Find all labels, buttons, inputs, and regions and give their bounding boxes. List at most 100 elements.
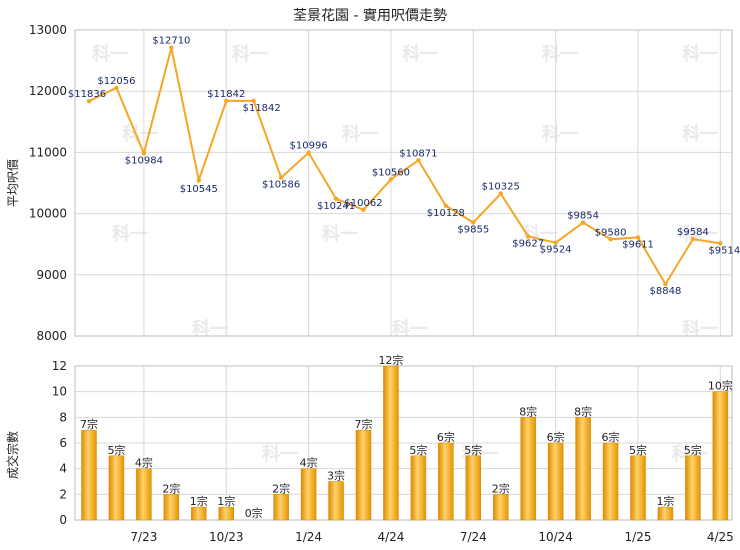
x-tick-label: 4/24 [377, 530, 404, 544]
price-tick-label: 10000 [29, 207, 67, 221]
price-axis-label: 平均呎價 [6, 159, 20, 207]
volume-grid: 0 2 4 6 8 10 12 7/23 10/23 1/24 4/24 7/24 10/24 1/25 4… [52, 359, 734, 544]
volume-data-label: 5宗 [684, 443, 702, 457]
x-tick-label: 10/23 [209, 530, 244, 544]
volume-bar [630, 455, 646, 521]
price-point [663, 281, 668, 287]
volume-data-label: 7宗 [80, 417, 98, 431]
volume-bar [191, 506, 207, 521]
volume-data-label: 5宗 [629, 443, 647, 457]
price-data-label: $10586 [262, 180, 300, 191]
volume-data-label: 6宗 [602, 430, 620, 444]
price-data-label: $10996 [290, 141, 328, 152]
price-point [361, 207, 366, 213]
volume-bar [383, 365, 399, 521]
price-data-label: $9627 [512, 238, 544, 249]
volume-tick-label: 2 [59, 487, 67, 501]
volume-data-label: 1宗 [656, 494, 674, 508]
volume-tick-label: 6 [59, 436, 67, 450]
volume-bar [685, 455, 701, 521]
volume-data-label: 2宗 [272, 481, 290, 495]
volume-bar [438, 442, 454, 521]
x-tick-label: 7/23 [130, 530, 157, 544]
volume-data-label: 2宗 [492, 481, 510, 495]
watermark-text: 科一 [542, 123, 578, 145]
volume-bar [657, 506, 674, 521]
price-tick-label: 8000 [36, 329, 67, 343]
volume-data-label: 3宗 [327, 469, 345, 483]
volume-data-label: 4宗 [135, 456, 153, 470]
watermark-text: 科一 [232, 43, 268, 65]
price-point [498, 191, 503, 196]
volume-data-label: 1宗 [190, 494, 208, 508]
price-data-label: $9524 [540, 245, 572, 256]
price-point [608, 237, 613, 242]
chart-title: 荃景花園 - 實用呎價走勢 [293, 7, 447, 24]
price-point [169, 45, 174, 50]
watermark-text: 科一 [682, 123, 718, 145]
x-tick-label: 1/25 [625, 530, 652, 544]
price-series-line [88, 47, 721, 287]
price-point [690, 236, 696, 242]
volume-data-label: 10宗 [708, 379, 733, 393]
price-data-label: $10545 [180, 184, 218, 195]
price-data-label: $9580 [595, 227, 627, 238]
volume-data-label: 7宗 [355, 417, 373, 431]
volume-bar [547, 442, 564, 521]
price-data-label: $10984 [125, 155, 163, 166]
price-data-label: $9514 [708, 245, 740, 256]
volume-plot-frame [74, 365, 733, 521]
price-data-label: $11836 [68, 89, 106, 100]
volume-data-label: 8宗 [519, 404, 537, 418]
price-data-label: $11842 [207, 89, 245, 100]
watermark-text: 科一 [262, 443, 298, 465]
price-point [443, 203, 449, 208]
volume-data-label: 2宗 [162, 481, 180, 495]
watermark-text: 科一 [542, 43, 578, 65]
price-line: $11836 $12056 $10984 $12710 $10545 $11842 $118… [68, 36, 740, 297]
price-data-label: $10560 [372, 167, 410, 178]
price-point [278, 175, 284, 180]
price-point [86, 99, 92, 104]
price-point [224, 98, 229, 104]
volume-bar [602, 442, 619, 521]
price-data-label: $9584 [677, 227, 709, 238]
price-tick-label: 13000 [29, 23, 67, 37]
x-tick-label: 7/24 [460, 530, 487, 544]
volume-tick-label: 0 [59, 513, 67, 527]
watermark-text: 科一 [342, 123, 378, 145]
volume-data-label: 0宗 [245, 506, 263, 520]
price-point [553, 240, 558, 245]
price-point [526, 234, 531, 239]
price-point [251, 98, 256, 104]
x-tick-label: 10/24 [538, 530, 573, 544]
price-data-label: $10325 [482, 182, 520, 193]
price-point [580, 220, 586, 225]
volume-data-label: 8宗 [574, 404, 592, 418]
price-data-label: $10871 [399, 148, 437, 159]
price-point [416, 158, 421, 163]
price-point [306, 150, 311, 155]
volume-bar [575, 417, 591, 521]
price-data-label: $12710 [152, 36, 190, 47]
price-data-label: $12056 [97, 76, 135, 87]
price-point [141, 151, 147, 156]
price-point [196, 178, 201, 183]
volume-bar [218, 506, 234, 521]
price-point [635, 235, 641, 240]
volume-axis-label: 成交宗數 [5, 431, 20, 479]
volume-bar [465, 455, 482, 521]
price-tick-label: 11000 [29, 145, 67, 159]
volume-data-label: 12宗 [378, 353, 403, 367]
price-data-label: $8848 [650, 286, 682, 297]
volume-bar [493, 494, 509, 521]
watermark-text: 科一 [322, 223, 358, 245]
price-tick-label: 12000 [29, 84, 67, 98]
price-data-label: $10128 [427, 208, 465, 219]
price-grid: 8000 9000 10000 11000 12000 13000 [29, 23, 733, 343]
price-data-label: $9855 [457, 224, 489, 235]
price-point [388, 177, 394, 182]
watermark-text: 科一 [682, 43, 718, 65]
